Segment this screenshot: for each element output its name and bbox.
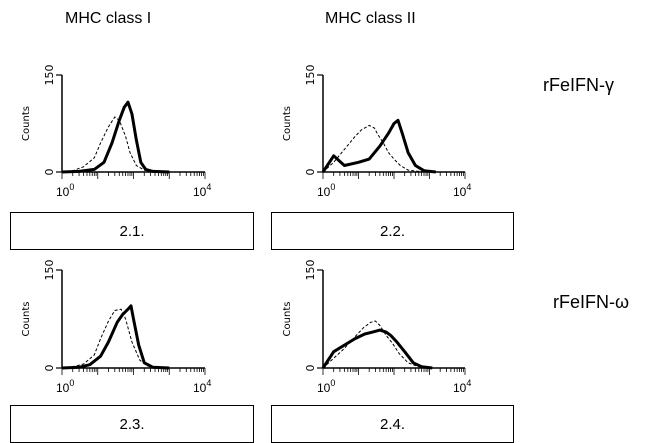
x-tick-label: 104 [193, 182, 211, 199]
y-tick-label: 150 [43, 65, 56, 86]
treated-histogram-line [321, 328, 433, 370]
x-tick-label: 100 [317, 378, 335, 395]
column-header-mhc-class-ii: MHC class II [325, 10, 416, 27]
y-tick-label: 0 [304, 169, 317, 176]
control-histogram-line [322, 124, 430, 173]
column-header-mhc-class-i: MHC class I [65, 10, 152, 27]
control-histogram-line [61, 308, 170, 369]
y-tick-label: 0 [43, 365, 56, 372]
treated-histogram-line [61, 100, 170, 174]
control-histogram-line [61, 116, 170, 173]
row-label-rfeifn-gamma: rFeIFN-γ [543, 75, 614, 95]
y-axis-label: Counts [21, 106, 32, 141]
y-axis-label: Counts [282, 106, 293, 141]
x-tick-label: 104 [453, 378, 471, 395]
x-tick-label: 100 [317, 182, 335, 199]
panel-label-box: 2.2. [271, 212, 514, 250]
x-tick-label: 100 [56, 378, 74, 395]
y-tick-label: 0 [43, 169, 56, 176]
x-tick-label: 104 [453, 182, 471, 199]
treated-histogram-line [61, 304, 170, 370]
y-tick-label: 150 [43, 260, 56, 281]
panel-label-box: 2.1. [10, 212, 254, 250]
treated-histogram-line [321, 118, 436, 174]
x-tick-label: 100 [56, 182, 74, 199]
control-histogram-line [322, 320, 430, 369]
y-tick-label: 0 [304, 365, 317, 372]
row-label-rfeifn-omega: rFeIFN-ω [553, 292, 630, 312]
y-tick-label: 150 [304, 260, 317, 281]
y-tick-label: 150 [304, 65, 317, 86]
y-axis-label: Counts [21, 302, 32, 337]
x-tick-label: 104 [193, 378, 211, 395]
y-axis-label: Counts [282, 302, 293, 337]
